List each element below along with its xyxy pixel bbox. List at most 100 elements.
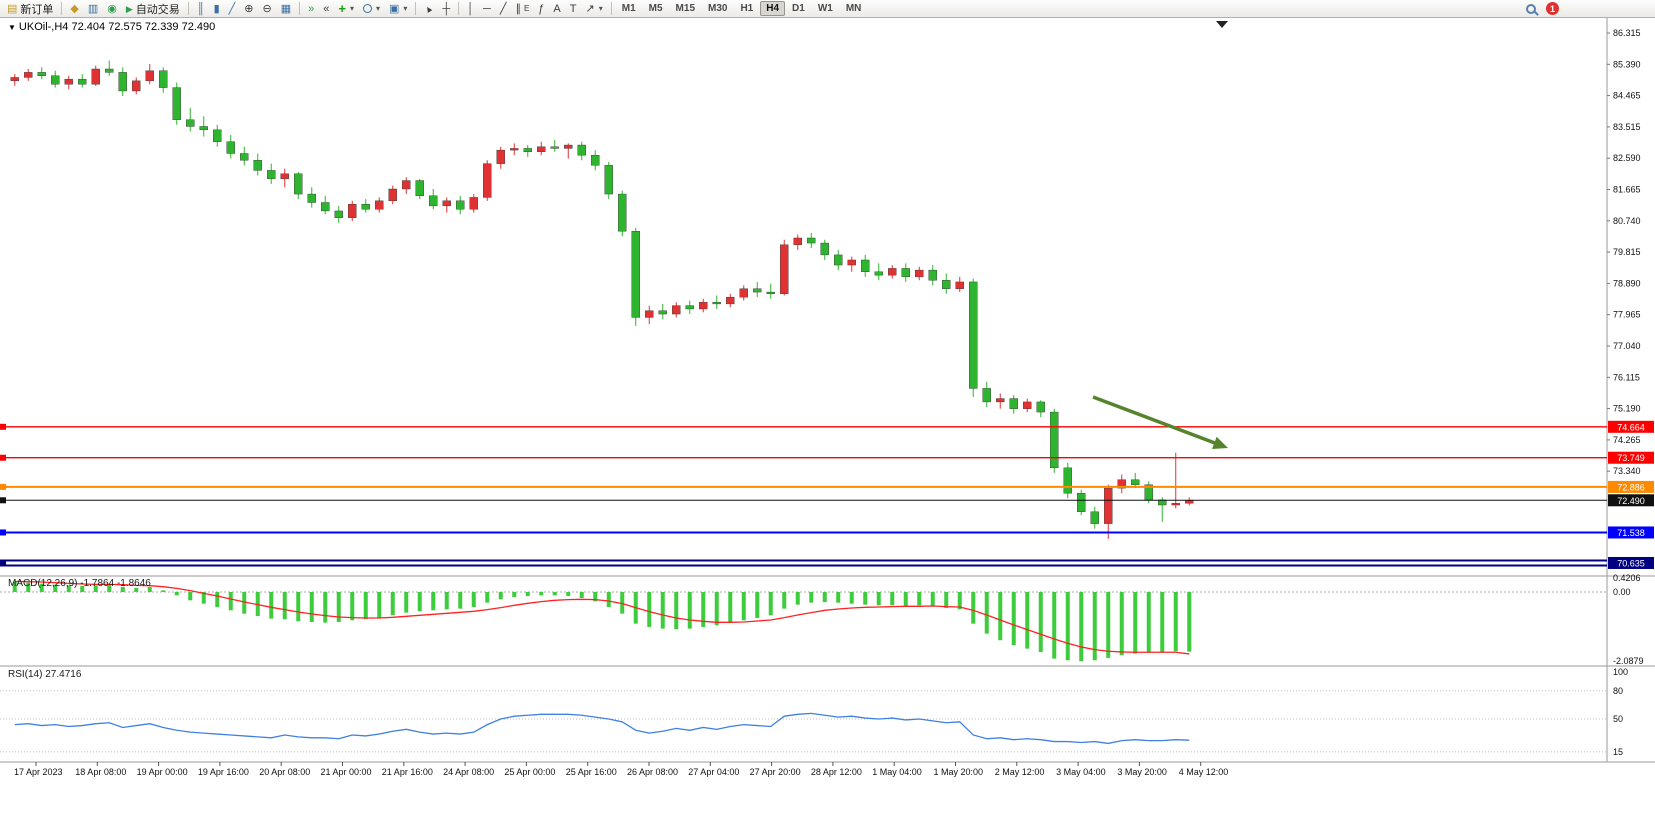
toolbar-separator [458,2,460,15]
main-toolbar: ▤ 新订单 ◆ ▥ ◉ ▶ 自动交易 ║ ▮ ╱ ⊕ ⊖ ▦ » « + ▾ ▾… [0,0,1655,18]
trendline-button[interactable]: ╱ [496,1,511,17]
new-chart-button[interactable]: ◆ [66,1,82,17]
macd-panel: 0.4206 0.00 -2.0879 [0,573,1644,666]
cursor-tool-button[interactable]: ▲ [420,1,437,17]
rsi-indicator-label: RSI(14) 27.4716 [8,669,82,680]
indicators-button[interactable]: + ▾ [334,1,358,17]
horizontal-level-lines[interactable]: 74.664 73.749 72.886 72.490 71.538 70.635 [0,420,1654,569]
svg-text:17 Apr 2023: 17 Apr 2023 [14,767,63,777]
svg-text:26 Apr 08:00: 26 Apr 08:00 [627,767,678,777]
svg-text:74.265: 74.265 [1613,435,1641,445]
zoom-out-button[interactable]: ⊖ [259,1,276,17]
fibonacci-icon: ƒ [538,2,545,15]
level-left-marker [0,497,6,504]
chart-shift-marker[interactable] [1216,21,1228,28]
svg-text:100: 100 [1613,667,1628,677]
price-tag-label: 71.538 [1617,528,1645,538]
svg-text:2 May 12:00: 2 May 12:00 [995,767,1045,777]
svg-text:77.965: 77.965 [1613,310,1641,320]
autotrading-button[interactable]: ▶ 自动交易 [122,1,184,17]
chart-shift-icon: « [323,2,330,15]
zoom-in-button[interactable]: ⊕ [240,1,257,17]
toolbar-separator [61,2,63,15]
auto-scroll-button[interactable]: » [304,1,318,17]
svg-text:76.115: 76.115 [1613,372,1640,382]
indicators-icon: + [338,0,346,16]
search-icon[interactable] [1526,3,1536,14]
svg-text:28 Apr 12:00: 28 Apr 12:00 [811,767,862,777]
text-label-tool-button[interactable]: T [566,1,581,17]
svg-text:1 May 04:00: 1 May 04:00 [872,767,922,777]
timeframe-m30[interactable]: M30 [702,1,733,16]
svg-text:81.665: 81.665 [1613,185,1641,195]
notification-badge[interactable]: 1 [1546,2,1559,15]
symbol-dropdown-icon[interactable]: ▼ [8,23,16,32]
level-left-marker [0,559,6,566]
timeframe-h1[interactable]: H1 [734,1,759,16]
fibonacci-button[interactable]: ƒ [534,1,548,17]
arrows-tool-button[interactable]: ↗ ▾ [582,1,607,17]
arrows-tool-icon: ↗ [585,2,595,15]
timeframe-mn[interactable]: MN [840,1,868,16]
new-chart-icon: ◆ [70,2,79,15]
crosshair-tool-button[interactable]: ┼ [438,1,454,17]
timeframe-group: M1 M5 M15 M30 H1 H4 D1 W1 MN [616,1,868,16]
svg-text:4 May 12:00: 4 May 12:00 [1179,767,1229,777]
price-tag [1608,480,1654,493]
candlestick-chart-button[interactable]: ▮ [210,1,224,17]
candlestick-chart-icon: ▮ [213,2,220,15]
equidistant-channel-icon: ∥ [515,2,521,15]
candlestick-series [10,60,1194,539]
timeframe-w1[interactable]: W1 [812,1,839,16]
chart-shift-button[interactable]: « [319,1,333,17]
svg-text:78.890: 78.890 [1613,278,1641,288]
tile-windows-button[interactable]: ▦ [277,1,295,17]
svg-text:3 May 04:00: 3 May 04:00 [1056,767,1106,777]
periods-button[interactable]: ▾ [359,1,384,17]
toolbar-right-group: 1 [1526,2,1651,15]
timeframe-m5[interactable]: M5 [643,1,669,16]
chevron-down-icon: ▾ [403,4,408,13]
line-chart-button[interactable]: ╱ [225,1,240,17]
timeframe-m15[interactable]: M15 [670,1,701,16]
bar-chart-icon: ║ [196,2,205,15]
new-order-button[interactable]: ▤ 新订单 [3,1,57,17]
line-chart-icon: ╱ [228,2,236,15]
svg-text:73.340: 73.340 [1613,466,1641,476]
svg-text:1 May 20:00: 1 May 20:00 [934,767,984,777]
macd-signal-line [14,580,1190,655]
svg-text:15: 15 [1613,747,1623,757]
timeframe-h4[interactable]: H4 [760,1,786,16]
chevron-down-icon: ▾ [349,4,354,13]
autotrading-label: 自动交易 [135,3,180,16]
bar-chart-button[interactable]: ║ [193,1,209,17]
templates-button[interactable]: ▣ ▾ [385,1,411,17]
timeframe-d1[interactable]: D1 [786,1,811,16]
level-left-marker [0,423,6,430]
zoom-out-icon: ⊖ [262,2,272,15]
tile-windows-icon: ▦ [280,2,292,15]
panel-dividers [0,18,1655,763]
vertical-line-icon: │ [467,2,475,15]
toolbar-separator [610,2,612,15]
horizontal-line-button[interactable]: ─ [479,1,495,17]
svg-text:19 Apr 00:00: 19 Apr 00:00 [137,767,188,777]
chevron-down-icon: ▾ [598,4,603,13]
price-tag-label: 73.749 [1617,453,1645,463]
svg-text:82.590: 82.590 [1613,153,1641,163]
price-tag [1608,420,1654,433]
level-left-marker [0,483,6,490]
vertical-line-button[interactable]: │ [463,1,478,17]
svg-text:27 Apr 04:00: 27 Apr 04:00 [688,767,739,777]
text-tool-button[interactable]: A [549,1,564,17]
horizontal-line-icon: ─ [483,2,491,15]
price-tag [1608,451,1654,464]
timeframe-m1[interactable]: M1 [616,1,642,16]
market-watch-button[interactable]: ◉ [103,1,121,17]
trend-arrow-annotation[interactable] [1092,395,1228,449]
equidistant-channel-button[interactable]: ∥ E [511,1,533,17]
svg-text:3 May 20:00: 3 May 20:00 [1117,767,1167,777]
profiles-button[interactable]: ▥ [84,1,102,17]
autotrading-play-icon: ▶ [125,3,133,14]
